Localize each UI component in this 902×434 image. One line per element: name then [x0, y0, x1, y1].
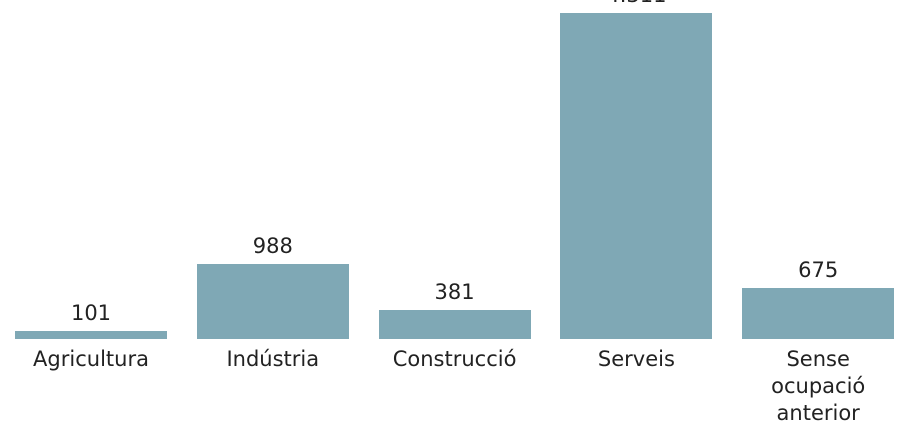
value-label: 988 [252, 234, 293, 259]
value-label: 4.311 [606, 0, 666, 7]
bar [15, 331, 167, 339]
x-tick-label: Agricultura [33, 347, 149, 371]
bar [196, 264, 349, 339]
x-tick-label: Construcció [392, 347, 517, 371]
bar [378, 310, 531, 339]
bar [560, 13, 713, 339]
x-tick-label: Sense ocupació anterior [771, 347, 866, 425]
bar [742, 287, 895, 339]
value-label: 381 [434, 280, 475, 305]
value-label: 101 [70, 301, 112, 326]
x-tick-label: Indústria [226, 347, 320, 371]
x-tick-label: Serveis [597, 347, 675, 371]
value-label: 675 [798, 257, 839, 282]
